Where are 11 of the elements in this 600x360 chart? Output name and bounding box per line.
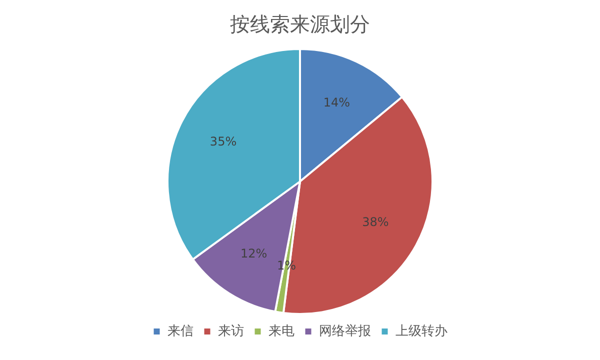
legend-label: 网络举报 <box>318 324 371 339</box>
data-label: 14% <box>323 96 350 110</box>
chart-title: 按线索来源划分 <box>230 12 370 36</box>
data-label: 12% <box>240 246 268 260</box>
data-label: 35% <box>210 134 237 149</box>
legend-label: 来信 <box>167 324 194 339</box>
data-label: 38% <box>362 215 389 230</box>
legend-label: 来访 <box>218 322 244 339</box>
legend-label: 来电 <box>268 324 294 339</box>
data-label: 1% <box>277 258 296 273</box>
legend-label: 上级转办 <box>395 324 448 339</box>
